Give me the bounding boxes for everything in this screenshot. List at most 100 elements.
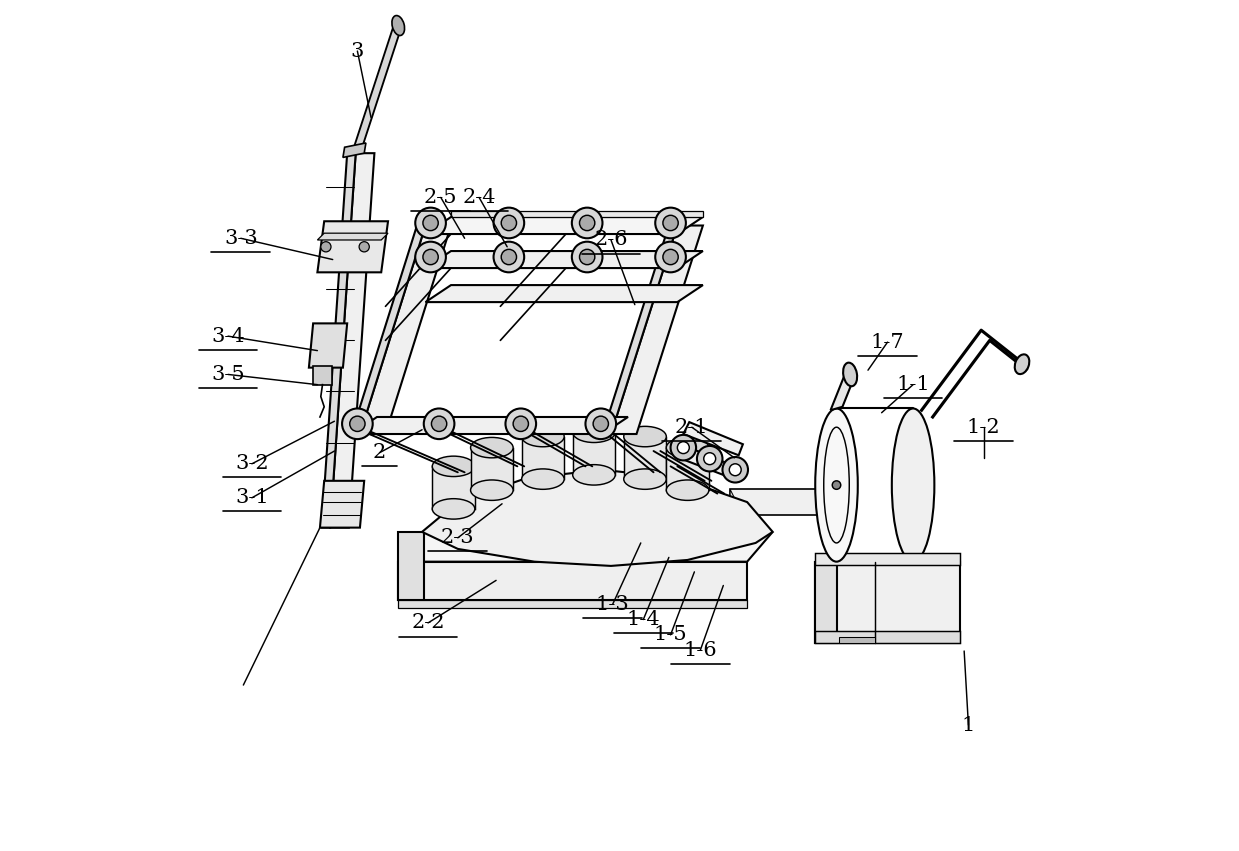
Polygon shape (398, 600, 747, 608)
Polygon shape (815, 553, 960, 565)
Text: 2-3: 2-3 (441, 528, 475, 547)
Text: 3-2: 3-2 (235, 454, 269, 473)
Polygon shape (352, 226, 425, 434)
Text: 3-3: 3-3 (224, 229, 258, 248)
Ellipse shape (572, 242, 602, 272)
Ellipse shape (493, 242, 524, 272)
Polygon shape (602, 226, 678, 434)
Text: 1-3: 1-3 (596, 595, 629, 614)
Polygon shape (425, 251, 703, 268)
Ellipse shape (843, 363, 857, 386)
Ellipse shape (722, 457, 748, 483)
Polygon shape (730, 489, 841, 515)
Ellipse shape (506, 408, 536, 439)
Ellipse shape (815, 408, 857, 562)
Ellipse shape (572, 208, 602, 238)
Ellipse shape (730, 464, 741, 476)
Text: 1-1: 1-1 (896, 375, 930, 394)
Text: 3: 3 (351, 42, 364, 60)
Ellipse shape (580, 215, 595, 231)
Ellipse shape (663, 215, 678, 231)
Ellipse shape (342, 408, 373, 439)
Text: 2-6: 2-6 (595, 231, 628, 249)
Polygon shape (398, 532, 773, 562)
Ellipse shape (572, 422, 616, 443)
Polygon shape (398, 532, 424, 600)
Ellipse shape (349, 416, 366, 431)
Text: 2-5: 2-5 (424, 188, 457, 207)
Text: 1-5: 1-5 (654, 625, 688, 644)
Text: 1-6: 1-6 (684, 641, 717, 660)
Ellipse shape (572, 465, 616, 485)
Ellipse shape (667, 480, 709, 500)
Ellipse shape (522, 426, 564, 447)
Polygon shape (309, 323, 347, 368)
Ellipse shape (502, 215, 517, 231)
Text: 1: 1 (961, 716, 975, 734)
Text: 2: 2 (373, 443, 387, 462)
Ellipse shape (698, 446, 722, 471)
Ellipse shape (663, 249, 678, 265)
Polygon shape (667, 448, 709, 490)
Polygon shape (361, 226, 451, 434)
Ellipse shape (1015, 354, 1030, 374)
Ellipse shape (359, 242, 369, 252)
Polygon shape (322, 153, 356, 528)
Ellipse shape (493, 208, 524, 238)
Polygon shape (471, 448, 513, 490)
Text: 2-4: 2-4 (462, 188, 496, 207)
Ellipse shape (424, 408, 455, 439)
Ellipse shape (667, 437, 709, 458)
Text: 2-1: 2-1 (675, 418, 709, 437)
Polygon shape (522, 437, 564, 479)
Polygon shape (330, 153, 374, 528)
Polygon shape (398, 562, 747, 600)
Polygon shape (320, 481, 364, 528)
Polygon shape (623, 437, 667, 479)
Polygon shape (422, 470, 773, 566)
Text: 3-4: 3-4 (211, 327, 245, 346)
Ellipse shape (432, 456, 475, 477)
Ellipse shape (670, 435, 696, 460)
Ellipse shape (471, 480, 513, 500)
Ellipse shape (392, 15, 405, 36)
Polygon shape (451, 211, 703, 217)
Polygon shape (425, 285, 703, 302)
Text: 3-1: 3-1 (235, 488, 269, 507)
Ellipse shape (586, 408, 616, 439)
Polygon shape (317, 221, 388, 272)
Polygon shape (611, 226, 703, 434)
Ellipse shape (502, 249, 517, 265)
Ellipse shape (593, 416, 608, 431)
Text: 1-7: 1-7 (871, 333, 904, 351)
Polygon shape (572, 432, 616, 475)
Ellipse shape (321, 242, 331, 252)
Ellipse shape (522, 469, 564, 489)
Ellipse shape (415, 208, 446, 238)
Text: 2-2: 2-2 (411, 614, 445, 632)
Polygon shape (815, 562, 960, 643)
Ellipse shape (471, 437, 513, 458)
Text: 1-4: 1-4 (627, 610, 660, 629)
Ellipse shape (415, 242, 446, 272)
Ellipse shape (892, 408, 934, 562)
Ellipse shape (422, 215, 439, 231)
Polygon shape (815, 631, 960, 643)
Ellipse shape (513, 416, 529, 431)
Ellipse shape (678, 442, 689, 454)
Polygon shape (313, 366, 332, 385)
Ellipse shape (623, 469, 667, 489)
Polygon shape (830, 373, 856, 410)
Polygon shape (815, 562, 836, 643)
Ellipse shape (422, 249, 439, 265)
Text: 1-2: 1-2 (966, 418, 1001, 437)
Ellipse shape (655, 208, 686, 238)
Polygon shape (730, 489, 738, 532)
Ellipse shape (704, 453, 716, 465)
Polygon shape (352, 24, 403, 155)
Ellipse shape (432, 499, 475, 519)
Polygon shape (343, 143, 366, 157)
Ellipse shape (623, 426, 667, 447)
Polygon shape (684, 422, 743, 455)
Polygon shape (684, 448, 743, 481)
